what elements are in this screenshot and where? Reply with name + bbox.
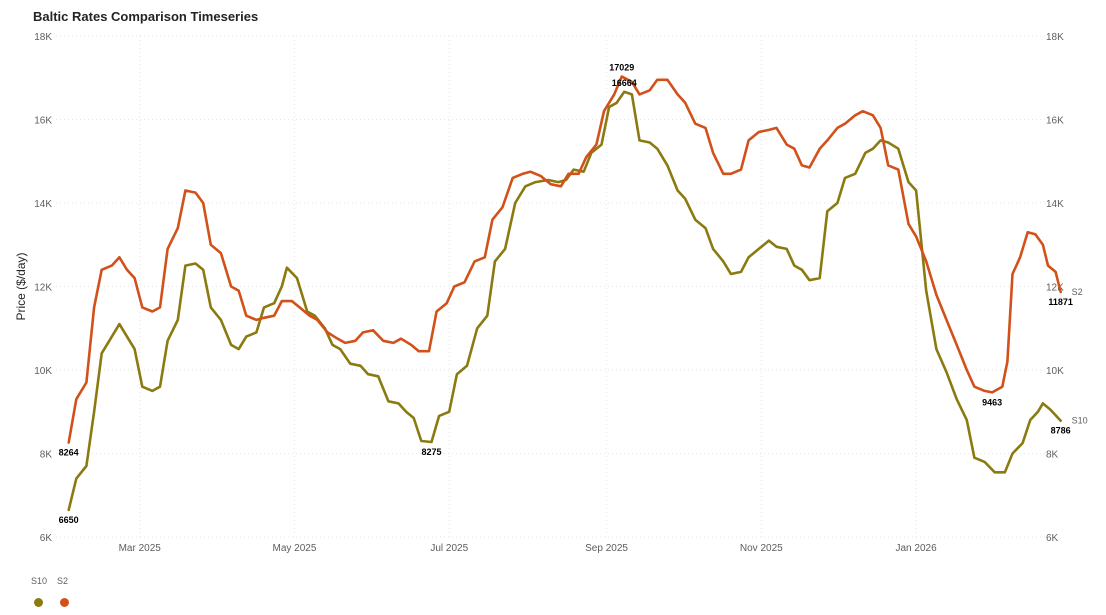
data-label-s2: 9463 <box>982 397 1002 407</box>
y-tick-label-left: 14K <box>34 199 52 210</box>
data-label-s10: 8786 <box>1051 426 1071 436</box>
y-tick-label-left: 8K <box>40 450 53 461</box>
legend-item-s10[interactable]: S10 <box>31 576 51 607</box>
y-tick-label-right: 18K <box>1046 32 1064 43</box>
x-tick-label: Jan 2026 <box>895 543 937 554</box>
legend-label-s2: S2 <box>57 576 69 586</box>
y-tick-label-right: 14K <box>1046 199 1064 210</box>
y-tick-label-right: 6K <box>1046 533 1059 544</box>
x-tick-label: Sep 2025 <box>585 543 628 554</box>
chart-title: Baltic Rates Comparison Timeseries <box>33 9 259 24</box>
y-tick-label-left: 12K <box>34 283 52 294</box>
y-tick-label-right: 16K <box>1046 116 1064 127</box>
legend-item-s2[interactable]: S2 <box>57 576 77 607</box>
data-label-s10: 8275 <box>421 447 441 457</box>
y-axis-title: Price ($/day) <box>14 252 28 320</box>
legend-label-s10: S10 <box>31 576 48 586</box>
y-tick-label-left: 18K <box>34 32 52 43</box>
data-label-s2: 8264 <box>59 447 79 457</box>
y-tick-label-right: 10K <box>1046 366 1064 377</box>
legend-marker-s2 <box>60 598 69 607</box>
data-label-s2: 17029 <box>609 63 634 73</box>
x-tick-label: May 2025 <box>273 543 317 554</box>
series-end-label-s10: S10 <box>1072 416 1088 426</box>
data-label-s10: 6650 <box>59 515 79 525</box>
y-tick-label-right: 12K <box>1046 283 1064 294</box>
series-end-label-s2: S2 <box>1072 287 1083 297</box>
series-line-s10 <box>67 90 1062 512</box>
y-tick-label-right: 8K <box>1046 450 1059 461</box>
y-tick-label-left: 10K <box>34 366 52 377</box>
data-label-s2: 11871 <box>1048 297 1073 307</box>
x-tick-label: Nov 2025 <box>740 543 783 554</box>
x-tick-label: Jul 2025 <box>430 543 468 554</box>
x-tick-label: Mar 2025 <box>119 543 162 554</box>
y-tick-label-left: 6K <box>40 533 53 544</box>
series-line-s2 <box>67 75 1062 444</box>
y-tick-label-left: 16K <box>34 116 52 127</box>
data-label-s10: 16664 <box>612 78 637 88</box>
legend-marker-s10 <box>34 598 43 607</box>
